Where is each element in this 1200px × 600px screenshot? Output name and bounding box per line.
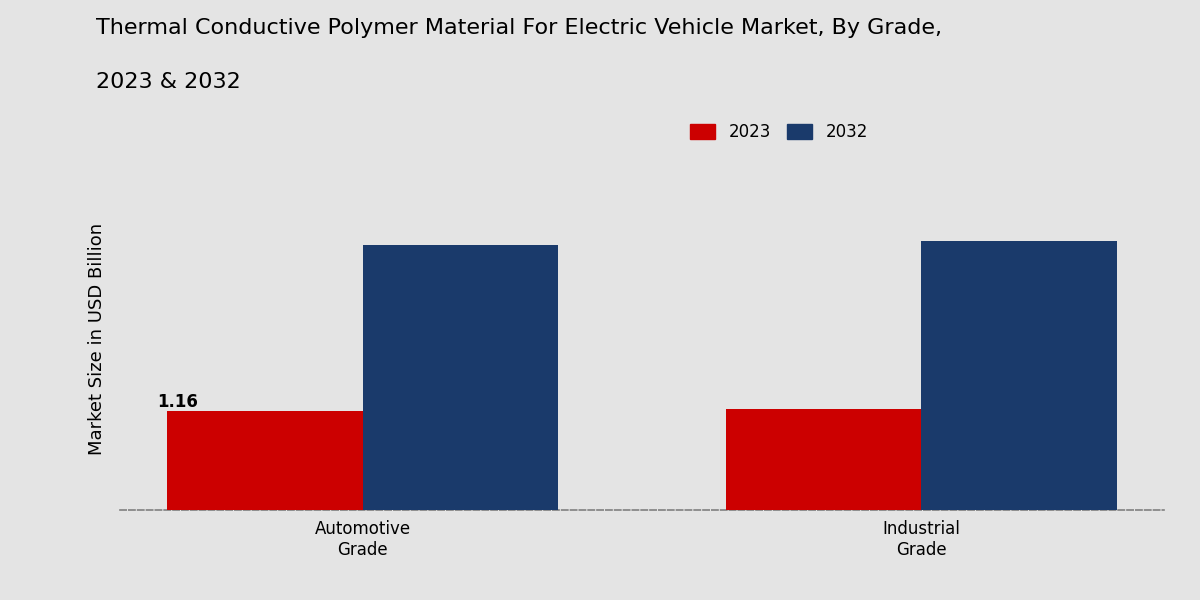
- Legend: 2023, 2032: 2023, 2032: [682, 115, 876, 149]
- Bar: [362, 245, 558, 510]
- Bar: [726, 409, 922, 510]
- Text: 1.16: 1.16: [157, 393, 198, 411]
- Text: 2023 & 2032: 2023 & 2032: [96, 72, 241, 92]
- Y-axis label: Market Size in USD Billion: Market Size in USD Billion: [88, 223, 106, 455]
- Bar: [168, 411, 362, 510]
- Bar: [922, 241, 1116, 510]
- Text: Thermal Conductive Polymer Material For Electric Vehicle Market, By Grade,: Thermal Conductive Polymer Material For …: [96, 18, 942, 38]
